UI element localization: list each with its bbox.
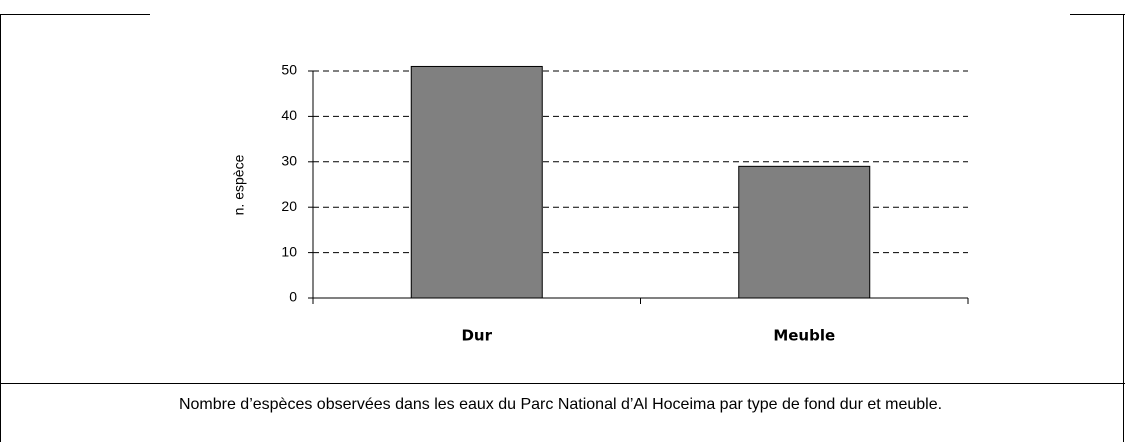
x-tick-label: Dur: [461, 327, 492, 345]
y-tick-label: 40: [281, 107, 297, 123]
y-tick-label: 50: [281, 62, 297, 78]
y-tick-label: 20: [281, 198, 297, 214]
bar: [738, 165, 871, 299]
x-tick-label: Meuble: [773, 327, 835, 345]
bar: [410, 65, 543, 299]
y-tick-label: 0: [289, 289, 297, 305]
y-axis-label: n. espèce: [231, 154, 247, 215]
caption: Nombre d’espèces observées dans les eaux…: [178, 396, 943, 413]
y-tick-label: 10: [281, 243, 297, 259]
y-tick-label: 30: [281, 153, 297, 169]
